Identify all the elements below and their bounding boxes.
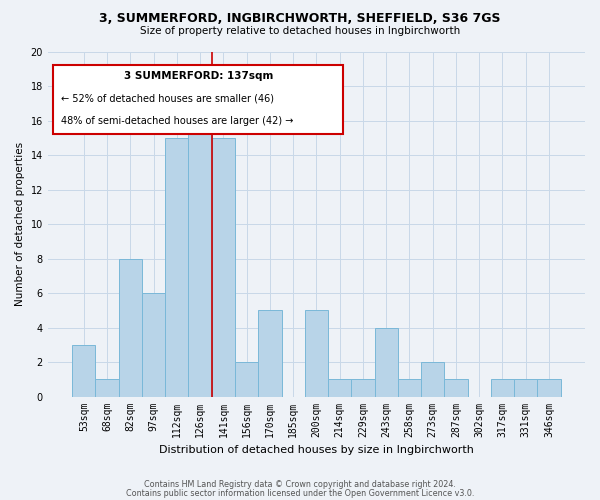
Text: Contains public sector information licensed under the Open Government Licence v3: Contains public sector information licen…	[126, 489, 474, 498]
Text: Size of property relative to detached houses in Ingbirchworth: Size of property relative to detached ho…	[140, 26, 460, 36]
Text: 48% of semi-detached houses are larger (42) →: 48% of semi-detached houses are larger (…	[61, 116, 293, 126]
Bar	[142, 293, 165, 397]
Bar	[374, 328, 398, 396]
Bar	[72, 345, 95, 397]
X-axis label: Distribution of detached houses by size in Ingbirchworth: Distribution of detached houses by size …	[159, 445, 474, 455]
Y-axis label: Number of detached properties: Number of detached properties	[15, 142, 25, 306]
Text: 3, SUMMERFORD, INGBIRCHWORTH, SHEFFIELD, S36 7GS: 3, SUMMERFORD, INGBIRCHWORTH, SHEFFIELD,…	[99, 12, 501, 26]
Bar	[491, 380, 514, 396]
Text: Contains HM Land Registry data © Crown copyright and database right 2024.: Contains HM Land Registry data © Crown c…	[144, 480, 456, 489]
Bar	[421, 362, 445, 396]
Bar	[445, 380, 467, 396]
Bar	[212, 138, 235, 396]
Bar	[514, 380, 538, 396]
Bar	[398, 380, 421, 396]
Bar	[119, 258, 142, 396]
Bar	[235, 362, 258, 396]
Bar	[95, 380, 119, 396]
Bar	[258, 310, 281, 396]
Bar	[165, 138, 188, 396]
Bar	[305, 310, 328, 396]
Bar	[328, 380, 351, 396]
Bar	[188, 104, 212, 397]
Text: ← 52% of detached houses are smaller (46): ← 52% of detached houses are smaller (46…	[61, 94, 274, 104]
Bar	[351, 380, 374, 396]
Text: 3 SUMMERFORD: 137sqm: 3 SUMMERFORD: 137sqm	[124, 70, 273, 81]
FancyBboxPatch shape	[53, 66, 343, 134]
Bar	[538, 380, 560, 396]
